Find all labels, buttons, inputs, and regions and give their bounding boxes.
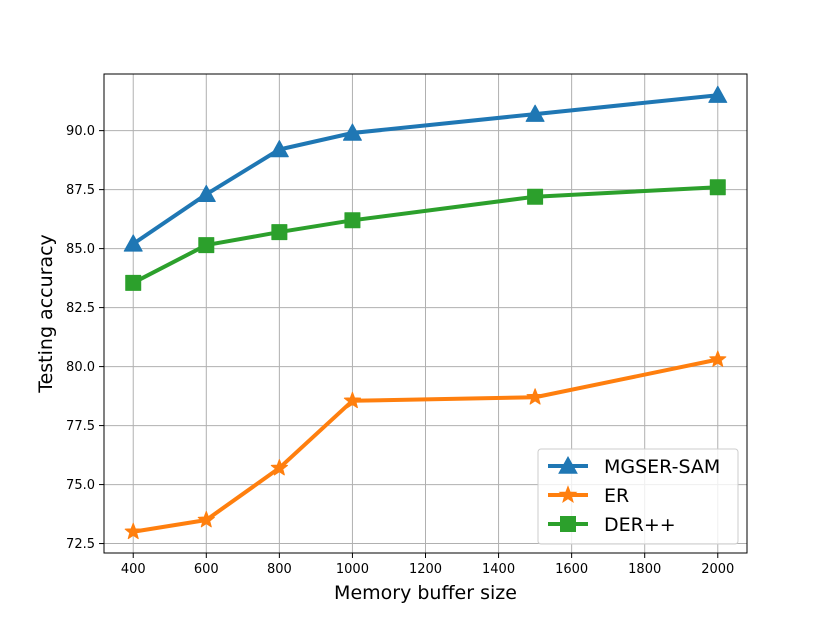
data-point-er: [526, 388, 544, 405]
y-tick-label: 87.5: [66, 183, 95, 198]
data-point-der-plus-plus: [271, 224, 288, 241]
series-markers: [123, 85, 728, 540]
y-tick-label: 82.5: [66, 301, 95, 316]
series-lines: [131, 93, 720, 534]
legend-star-marker-icon: [558, 485, 578, 504]
x-tick-label: 2000: [701, 562, 734, 577]
x-tick-label: 1200: [409, 562, 442, 577]
y-tick-label: 72.5: [66, 537, 95, 552]
legend-entry-der-plus-plus: DER++: [548, 514, 676, 536]
x-tick-label: 600: [194, 562, 219, 577]
series-line-er: [131, 357, 720, 534]
legend-label-mgser-sam: MGSER-SAM: [604, 456, 720, 478]
y-tick-label: 77.5: [66, 419, 95, 434]
y-axis-label: Testing accuracy: [35, 234, 57, 394]
data-point-mgser-sam: [342, 123, 362, 141]
legend-entry-er: ER: [548, 485, 629, 507]
data-point-mgser-sam: [196, 184, 216, 203]
data-point-der-plus-plus: [709, 179, 726, 196]
data-point-der-plus-plus: [344, 212, 361, 229]
data-point-mgser-sam: [708, 85, 728, 103]
data-point-mgser-sam: [123, 234, 143, 252]
data-point-der-plus-plus: [527, 188, 544, 205]
y-tick-label: 85.0: [66, 242, 95, 257]
data-point-er: [197, 510, 215, 528]
legend-box: [537, 448, 739, 545]
data-point-er: [343, 391, 362, 409]
series-line-der-plus-plus: [131, 185, 720, 285]
data-point-mgser-sam: [269, 140, 289, 158]
legend-square-marker-icon: [560, 516, 576, 532]
x-tick-label: 400: [121, 562, 146, 577]
data-point-er: [270, 459, 288, 476]
x-axis-label: Memory buffer size: [334, 582, 517, 604]
grid: [104, 74, 747, 553]
x-tick-label: 1800: [628, 562, 661, 577]
y-tick-label: 90.0: [66, 124, 95, 139]
data-point-er: [124, 522, 142, 540]
series-line-mgser-sam: [131, 93, 720, 246]
legend-label-er: ER: [604, 485, 629, 507]
y-tick-label: 75.0: [66, 478, 95, 493]
data-point-der-plus-plus: [198, 237, 215, 254]
x-tick-label: 800: [267, 562, 292, 577]
x-tick-label: 1000: [336, 562, 369, 577]
axis-ticks: 400 600 800 1000 1200 1400 1600 1800 2000 72.5 75.…: [66, 124, 734, 577]
y-tick-label: 80.0: [66, 360, 95, 375]
legend: MGSER-SAM ER DER++: [537, 448, 739, 545]
legend-label-der-plus-plus: DER++: [604, 514, 676, 536]
x-tick-label: 1400: [482, 562, 515, 577]
data-point-mgser-sam: [525, 104, 545, 122]
data-point-der-plus-plus: [125, 274, 142, 291]
legend-triangle-marker-icon: [558, 455, 578, 474]
legend-entry-mgser-sam: MGSER-SAM: [548, 455, 720, 478]
x-tick-label: 1600: [555, 562, 588, 577]
data-point-er: [709, 350, 727, 367]
